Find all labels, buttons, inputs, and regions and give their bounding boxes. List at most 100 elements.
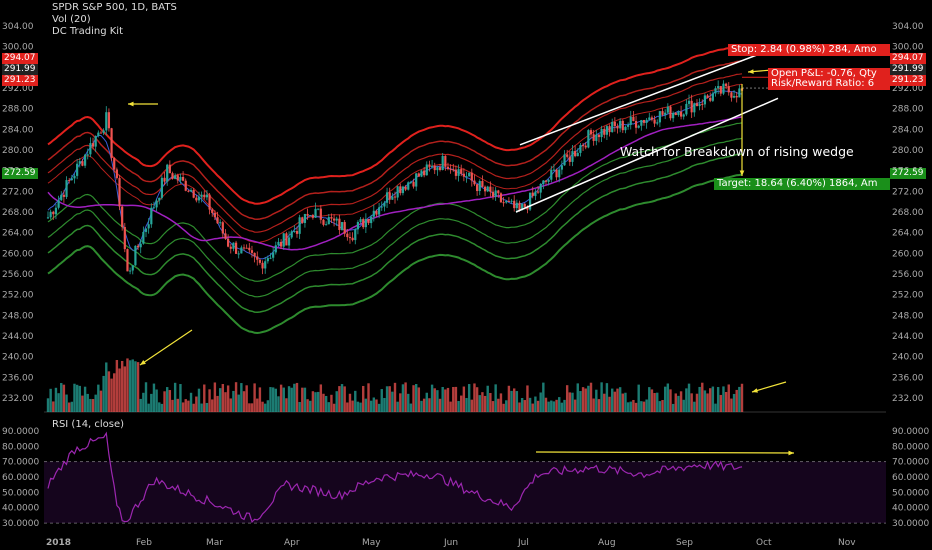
candle-body [378, 207, 381, 215]
volume-bar [176, 398, 179, 412]
price-axis-left-label: 252.00 [2, 291, 34, 301]
volume-bar [605, 383, 609, 412]
volume-bar [168, 390, 172, 412]
target-box: Target: 18.64 (6.40%) 1864, Am [714, 178, 890, 190]
candle-body [711, 93, 714, 101]
volume-bar [690, 393, 693, 412]
candle-body [727, 86, 730, 93]
lower-band-3 [47, 153, 743, 314]
volume-bar [60, 383, 63, 412]
volume-bar [618, 387, 622, 412]
candle-body [152, 207, 156, 209]
volume-bar [120, 360, 124, 412]
candle-body [134, 245, 137, 266]
risk-reward-box: Risk/Reward Ratio: 6 [768, 78, 890, 90]
volume-bar [404, 382, 407, 412]
candle-body [452, 169, 455, 171]
candle-body [287, 237, 291, 246]
candle-body [438, 167, 442, 170]
stop-box: Stop: 2.84 (0.98%) 284, Amo [728, 44, 890, 56]
price-axis-right-label: 292.00 [892, 84, 924, 94]
candle-body [658, 111, 661, 123]
price-axis-right-label: 240.00 [892, 353, 924, 363]
volume-bar [420, 400, 423, 412]
candle-body [264, 261, 267, 269]
volume-bar [131, 359, 134, 412]
volume-bar [364, 398, 368, 412]
candle-body [481, 181, 484, 187]
volume-bar [581, 387, 585, 412]
volume-bar [510, 390, 513, 412]
volume-bar [203, 384, 206, 412]
volume-bar [248, 403, 251, 412]
time-axis-label: 2018 [46, 538, 71, 548]
volume-bar [407, 393, 410, 412]
price-tag-stop-right: 294.07 [890, 53, 926, 64]
price-axis-right-label: 232.00 [892, 394, 924, 404]
volume-bar [414, 383, 418, 412]
candle-body [139, 243, 142, 248]
candle-body [619, 120, 622, 129]
volume-bar [322, 393, 325, 412]
volume-bar [584, 388, 587, 412]
candle-body [221, 222, 224, 234]
volume-bar [430, 384, 434, 412]
candle-body [340, 222, 344, 230]
volume-bar [475, 387, 479, 412]
candle-body [521, 203, 524, 210]
volume-bar [295, 382, 299, 412]
volume-bar [399, 393, 402, 412]
time-axis-label: Jun [443, 538, 458, 548]
candle-body [240, 247, 243, 254]
volume-bar [460, 395, 463, 412]
candle-body [677, 111, 680, 116]
lower-band-1 [47, 122, 743, 282]
volume-bar [99, 390, 103, 412]
volume-bar [229, 398, 232, 412]
candle-body [494, 190, 497, 197]
volume-bar [409, 403, 413, 412]
volume-bar [452, 386, 455, 412]
candle-body [76, 163, 79, 176]
candle-body [637, 125, 640, 128]
price-tag-target-left: 272.59 [2, 168, 38, 179]
volume-bar [380, 389, 383, 412]
candle-body [131, 265, 134, 271]
candle-body [576, 152, 579, 157]
candle-body [216, 217, 219, 224]
lower-band-2 [47, 137, 743, 298]
rsi-axis-right-label: 40.0000 [892, 504, 929, 514]
candle-body [343, 222, 346, 234]
volume-bar [536, 400, 540, 412]
volume-bar [110, 378, 113, 412]
volume-bar [491, 401, 495, 412]
volume-bar [211, 399, 214, 412]
candle-body [444, 155, 447, 167]
volume-bar [158, 402, 161, 412]
volume-bar [91, 399, 95, 412]
candle-body [385, 192, 389, 203]
candle-body [674, 112, 677, 116]
volume-bar [711, 386, 715, 412]
candle-body [70, 178, 73, 181]
candle-body [399, 186, 402, 194]
price-axis-left-label: 268.00 [2, 208, 34, 218]
volume-bar [83, 386, 87, 412]
volume-bar [603, 393, 606, 412]
time-axis-label: Feb [136, 538, 152, 548]
candle-body [703, 95, 707, 105]
volume-bar [54, 387, 58, 412]
volume-arrow [139, 329, 193, 366]
candle-body [735, 95, 738, 98]
volume-bar [316, 391, 320, 412]
candle-body [470, 172, 473, 181]
candle-body [118, 178, 121, 207]
volume-bar [314, 392, 317, 412]
volume-bar [579, 391, 582, 412]
volume-bar [685, 388, 688, 412]
candle-body [62, 194, 65, 197]
volume-bar [425, 392, 428, 412]
candle-body [279, 241, 283, 247]
price-axis-left-label: 280.00 [2, 146, 34, 156]
price-axis-left-label: 300.00 [2, 43, 34, 53]
